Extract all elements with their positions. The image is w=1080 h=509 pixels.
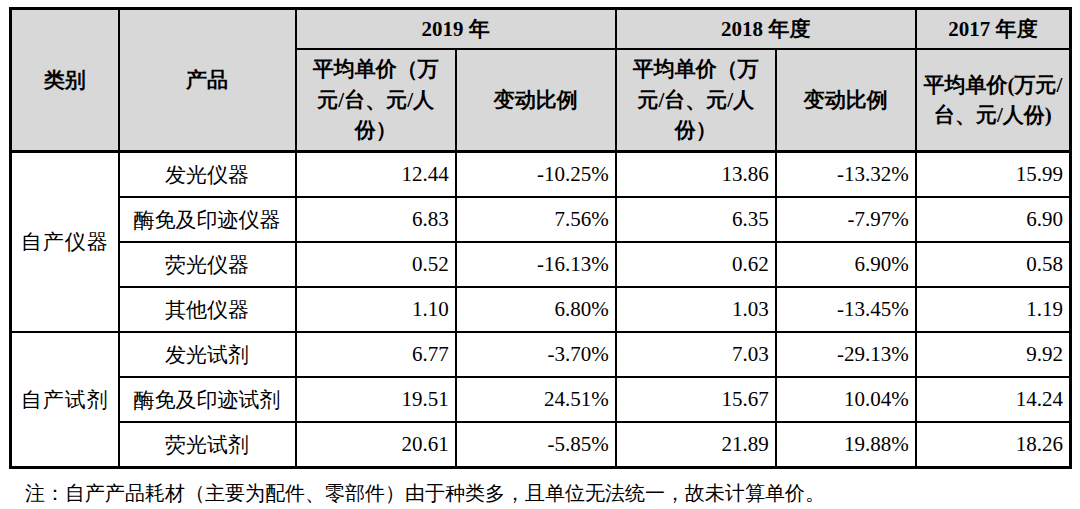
cell-avg-2019: 6.83	[296, 197, 456, 242]
header-avg-price-2018: 平均单价（万元/台、元/人份）	[616, 49, 776, 152]
cell-change-2019: 6.80%	[456, 287, 616, 332]
header-change-2019: 变动比例	[456, 49, 616, 152]
cell-change-2018: 10.04%	[776, 377, 916, 422]
cell-product: 酶免及印迹试剂	[119, 377, 296, 422]
table-row: 荧光仪器 0.52 -16.13% 0.62 6.90% 0.58	[11, 242, 1071, 287]
cell-avg-2018: 1.03	[616, 287, 776, 332]
cell-change-2019: -5.85%	[456, 422, 616, 468]
header-product: 产品	[119, 9, 296, 152]
table-row: 自产试剂 发光试剂 6.77 -3.70% 7.03 -29.13% 9.92	[11, 332, 1071, 377]
table-header: 类别 产品 2019 年 2018 年度 2017 年度 平均单价（万元/台、元…	[11, 9, 1071, 152]
cell-change-2019: -16.13%	[456, 242, 616, 287]
cell-change-2019: 24.51%	[456, 377, 616, 422]
document-page: 类别 产品 2019 年 2018 年度 2017 年度 平均单价（万元/台、元…	[9, 7, 1072, 507]
cell-product: 发光试剂	[119, 332, 296, 377]
header-category: 类别	[11, 9, 119, 152]
table-row: 荧光试剂 20.61 -5.85% 21.89 19.88% 18.26	[11, 422, 1071, 468]
cell-product: 酶免及印迹仪器	[119, 197, 296, 242]
cell-product: 荧光试剂	[119, 422, 296, 468]
unit-price-table: 类别 产品 2019 年 2018 年度 2017 年度 平均单价（万元/台、元…	[9, 7, 1072, 469]
cell-change-2018: -13.32%	[776, 152, 916, 198]
cell-avg-2019: 1.10	[296, 287, 456, 332]
cell-avg-2019: 19.51	[296, 377, 456, 422]
cell-change-2018: -29.13%	[776, 332, 916, 377]
header-avg-price-2019: 平均单价（万元/台、元/人份）	[296, 49, 456, 152]
cell-change-2019: 7.56%	[456, 197, 616, 242]
cell-product: 荧光仪器	[119, 242, 296, 287]
footnote: 注：自产产品耗材（主要为配件、零部件）由于种类多，且单位无法统一，故未计算单价。	[9, 480, 1072, 507]
cell-avg-2017: 6.90	[916, 197, 1071, 242]
table-row: 其他仪器 1.10 6.80% 1.03 -13.45% 1.19	[11, 287, 1071, 332]
cell-avg-2019: 0.52	[296, 242, 456, 287]
header-year-2017: 2017 年度	[916, 9, 1071, 50]
header-year-row: 类别 产品 2019 年 2018 年度 2017 年度	[11, 9, 1071, 50]
table-row: 自产仪器 发光仪器 12.44 -10.25% 13.86 -13.32% 15…	[11, 152, 1071, 198]
table-row: 酶免及印迹试剂 19.51 24.51% 15.67 10.04% 14.24	[11, 377, 1071, 422]
cell-change-2018: -7.97%	[776, 197, 916, 242]
cell-avg-2018: 7.03	[616, 332, 776, 377]
cell-avg-2018: 15.67	[616, 377, 776, 422]
cell-avg-2017: 18.26	[916, 422, 1071, 468]
cell-avg-2019: 12.44	[296, 152, 456, 198]
cell-change-2018: -13.45%	[776, 287, 916, 332]
header-avg-price-2017: 平均单价(万元/台、元/人份)	[916, 49, 1071, 152]
header-change-2018: 变动比例	[776, 49, 916, 152]
cell-change-2018: 19.88%	[776, 422, 916, 468]
cell-avg-2018: 13.86	[616, 152, 776, 198]
cell-avg-2018: 21.89	[616, 422, 776, 468]
cell-change-2018: 6.90%	[776, 242, 916, 287]
cell-change-2019: -10.25%	[456, 152, 616, 198]
cell-avg-2017: 1.19	[916, 287, 1071, 332]
cell-avg-2017: 0.58	[916, 242, 1071, 287]
cell-avg-2019: 6.77	[296, 332, 456, 377]
cell-category-instruments: 自产仪器	[11, 152, 119, 333]
cell-change-2019: -3.70%	[456, 332, 616, 377]
header-year-2018: 2018 年度	[616, 9, 916, 50]
cell-category-reagents: 自产试剂	[11, 332, 119, 468]
cell-avg-2017: 15.99	[916, 152, 1071, 198]
header-year-2019: 2019 年	[296, 9, 616, 50]
cell-product: 发光仪器	[119, 152, 296, 198]
cell-avg-2018: 0.62	[616, 242, 776, 287]
table-row: 酶免及印迹仪器 6.83 7.56% 6.35 -7.97% 6.90	[11, 197, 1071, 242]
cell-avg-2017: 9.92	[916, 332, 1071, 377]
cell-avg-2017: 14.24	[916, 377, 1071, 422]
cell-product: 其他仪器	[119, 287, 296, 332]
cell-avg-2018: 6.35	[616, 197, 776, 242]
cell-avg-2019: 20.61	[296, 422, 456, 468]
table-body: 自产仪器 发光仪器 12.44 -10.25% 13.86 -13.32% 15…	[11, 152, 1071, 468]
